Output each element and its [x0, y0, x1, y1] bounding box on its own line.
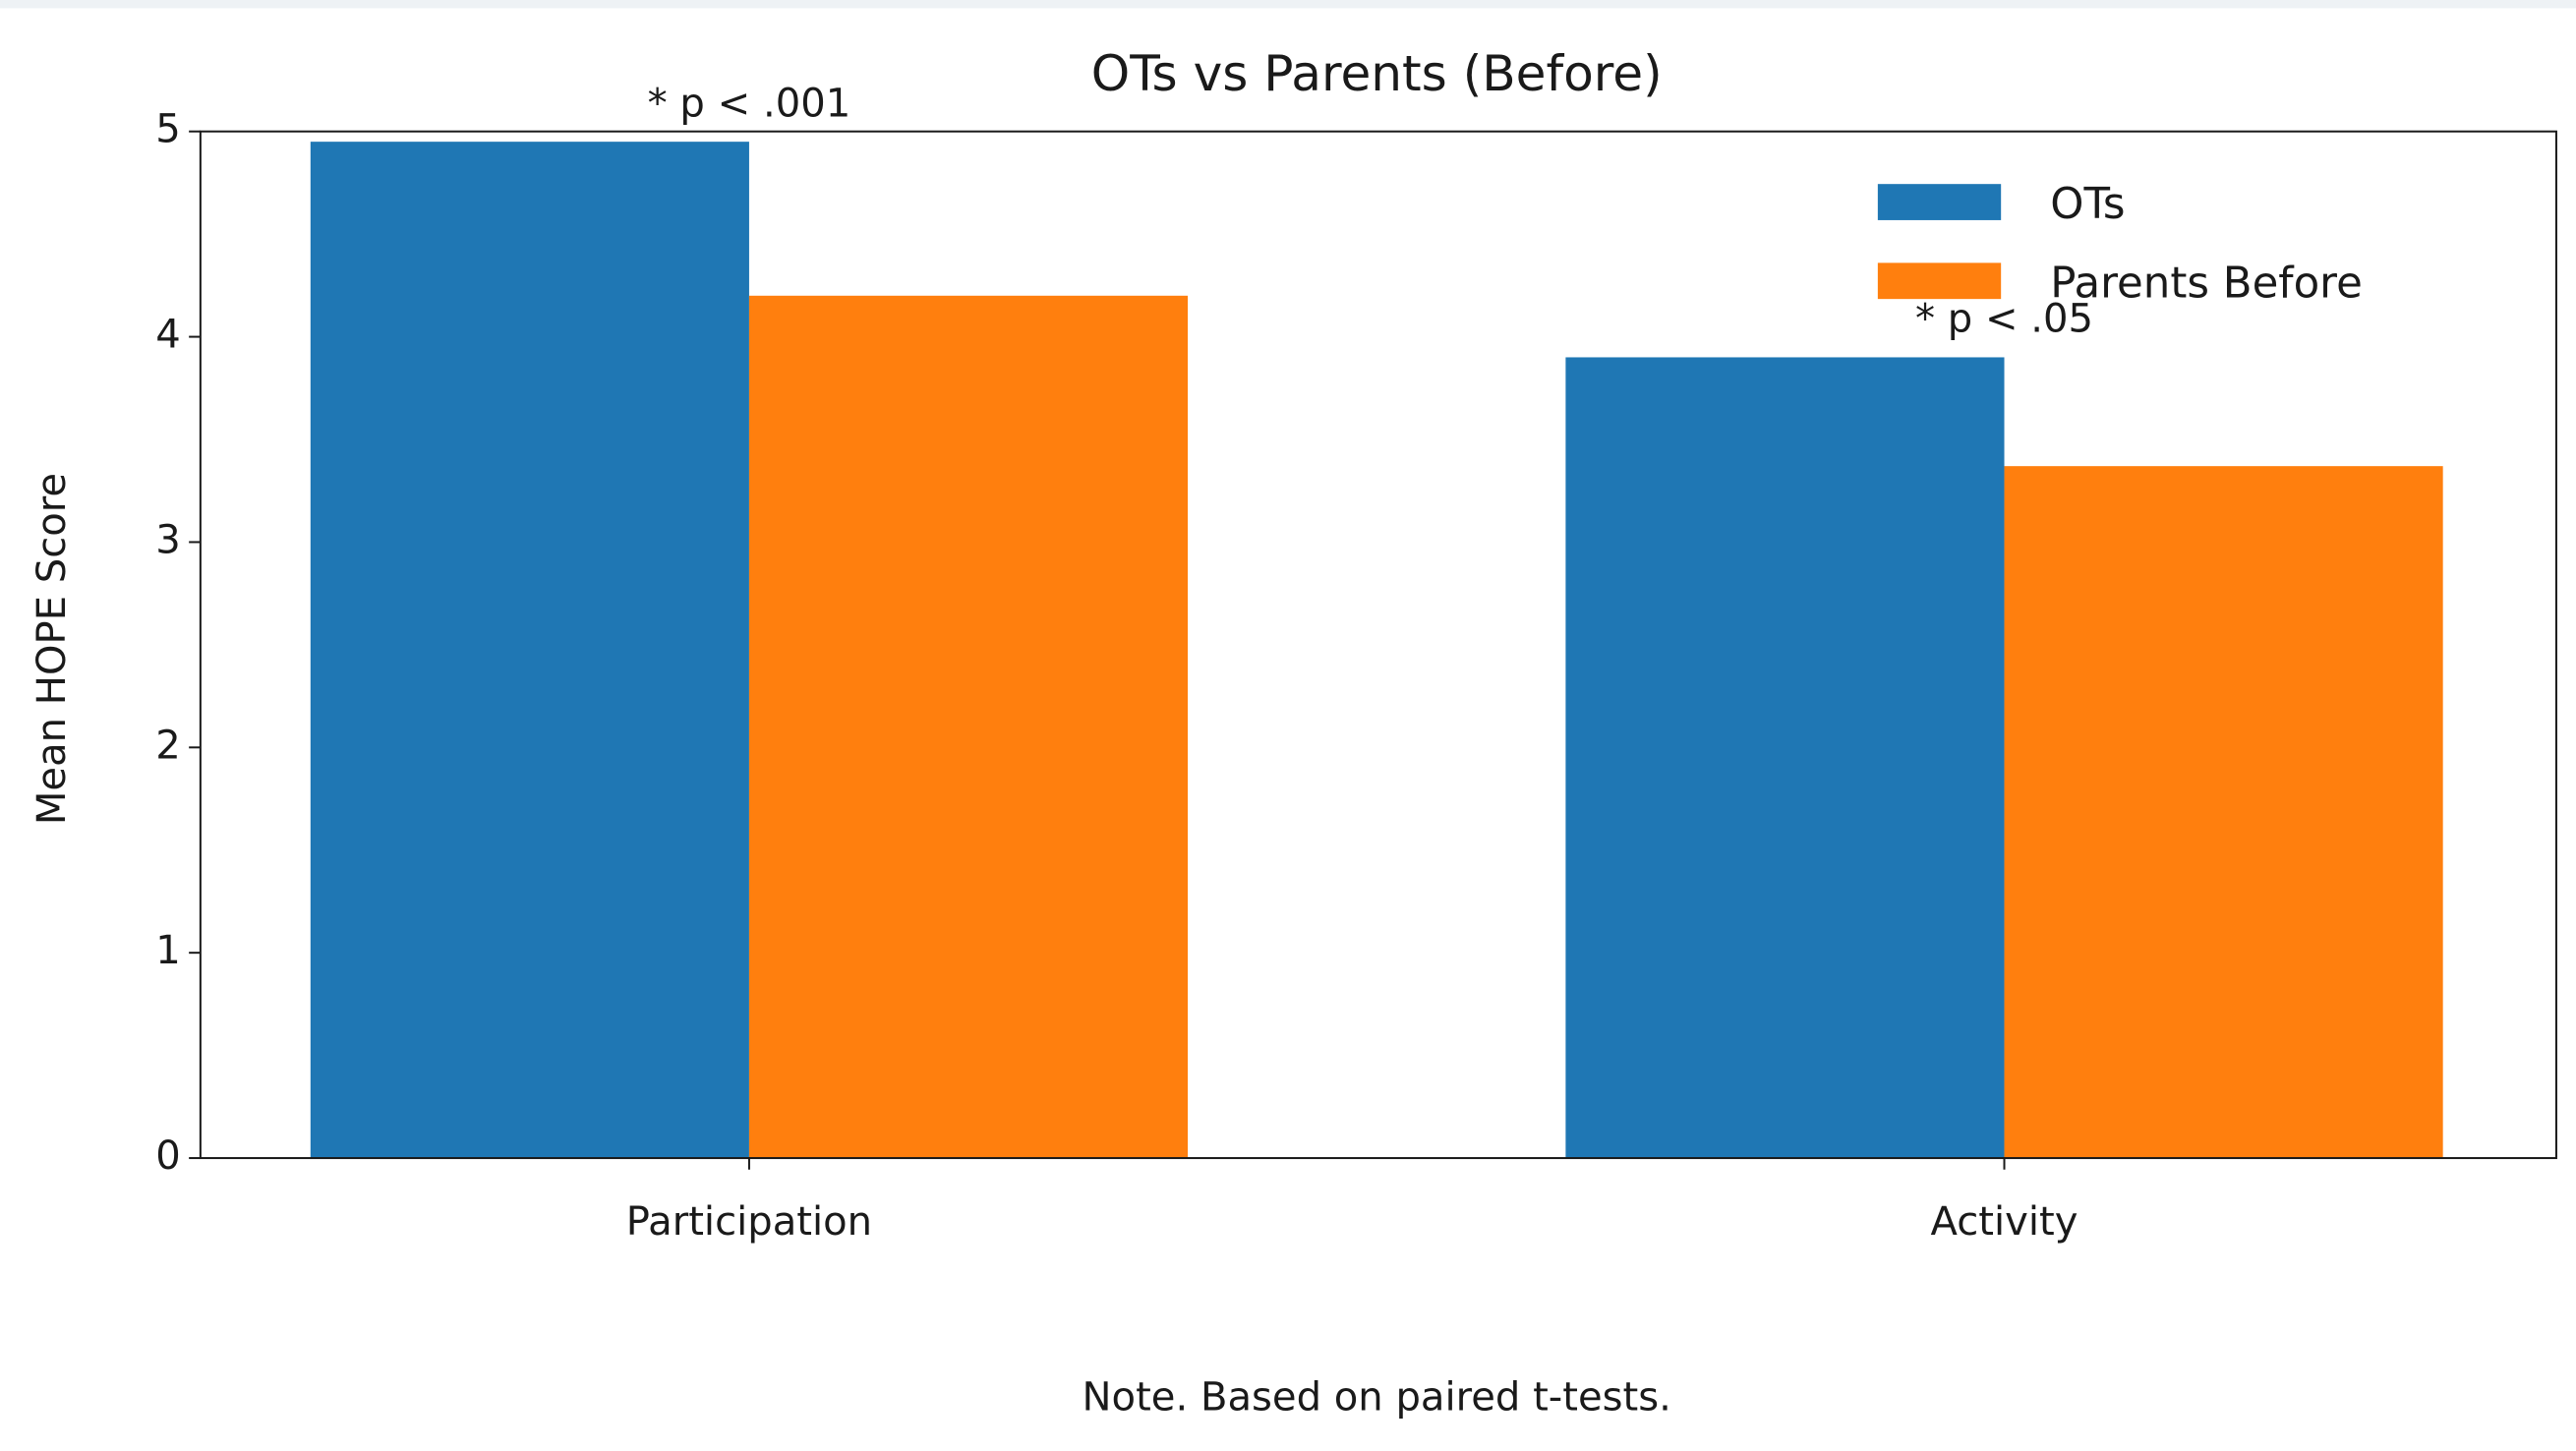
- legend-label: Parents Before: [2050, 259, 2363, 308]
- legend-label: OTs: [2050, 180, 2125, 229]
- y-tick-label: 0: [155, 1133, 181, 1179]
- top-strip: [0, 0, 2576, 9]
- annotation: * p < .001: [648, 81, 851, 126]
- y-tick-label: 5: [155, 107, 181, 152]
- legend-swatch: [1877, 262, 2002, 300]
- bar: [1565, 357, 2005, 1159]
- y-axis-label: Mean HOPE Score: [29, 473, 75, 825]
- annotation: * p < .05: [1915, 297, 2093, 342]
- y-tick-label: 3: [155, 517, 181, 562]
- chart-title: OTs vs Parents (Before): [1091, 44, 1663, 102]
- note: Note. Based on paired t-tests.: [1083, 1375, 1671, 1421]
- y-tick-label: 2: [155, 723, 181, 768]
- x-tick-label: Participation: [626, 1199, 872, 1245]
- x-tick-label: Activity: [1931, 1199, 2078, 1245]
- y-tick-label: 1: [155, 928, 181, 973]
- legend-swatch: [1877, 184, 2002, 220]
- y-tick-label: 4: [155, 313, 181, 358]
- bar: [748, 295, 1189, 1159]
- plot-frame: [199, 130, 2557, 1160]
- bar: [310, 142, 749, 1159]
- bar: [2004, 466, 2443, 1159]
